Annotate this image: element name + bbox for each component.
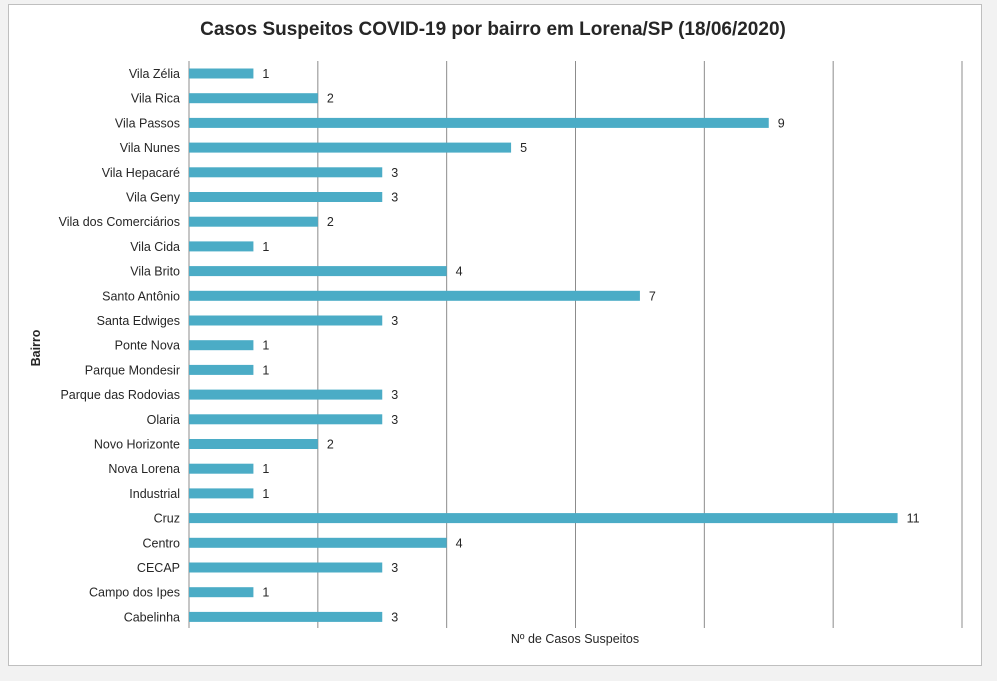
- category-label: Vila Nunes: [120, 141, 180, 155]
- data-label: 3: [391, 191, 398, 205]
- category-label: Industrial: [129, 487, 180, 501]
- bar: [189, 315, 383, 326]
- data-label: 1: [262, 67, 269, 81]
- category-label: Campo dos Ipes: [89, 586, 180, 600]
- data-label: 4: [456, 265, 463, 279]
- bar: [189, 562, 383, 573]
- gridlines: [188, 61, 963, 628]
- category-label: Vila Brito: [130, 265, 180, 279]
- data-label: 4: [456, 536, 463, 550]
- bar: [189, 537, 447, 548]
- category-label: Ponte Nova: [115, 339, 180, 353]
- bar: [189, 611, 383, 622]
- data-label: 3: [391, 388, 398, 402]
- category-label: Vila Rica: [131, 92, 180, 106]
- category-label: Olaria: [147, 413, 180, 427]
- data-label: 3: [391, 610, 398, 624]
- bar: [189, 340, 254, 351]
- bar: [189, 414, 383, 425]
- bar: [189, 389, 383, 400]
- data-label: 5: [520, 141, 527, 155]
- bars: Vila Zélia 1 Vila Rica 2 Vila Passos 9 Vila Nu…: [59, 67, 920, 624]
- bar-chart: Casos Suspeitos COVID-19 por bairro em L…: [29, 19, 963, 646]
- data-label: 1: [262, 462, 269, 476]
- category-label: Novo Horizonte: [94, 438, 180, 452]
- data-label: 1: [262, 339, 269, 353]
- category-label: Parque Mondesir: [85, 363, 180, 377]
- bar: [189, 167, 383, 178]
- category-label: Cruz: [154, 512, 180, 526]
- data-label: 3: [391, 413, 398, 427]
- y-axis-title: Bairro: [29, 329, 43, 366]
- bar: [189, 192, 383, 202]
- data-label: 9: [778, 116, 785, 130]
- category-label: Vila Zélia: [129, 67, 180, 81]
- category-label: Vila dos Comerciários: [59, 215, 180, 229]
- bar: [189, 266, 447, 277]
- category-label: Vila Passos: [115, 116, 180, 130]
- chart-frame: Casos Suspeitos COVID-19 por bairro em L…: [8, 4, 982, 666]
- bar: [189, 439, 318, 449]
- bar: [189, 216, 318, 227]
- bar: [189, 68, 254, 79]
- bar: [189, 587, 254, 598]
- x-axis-title: Nº de Casos Suspeitos: [511, 632, 639, 646]
- category-label: Vila Cida: [130, 240, 180, 254]
- category-label: Vila Geny: [126, 191, 181, 205]
- category-label: Santa Edwiges: [97, 314, 180, 328]
- category-label: Santo Antônio: [102, 289, 180, 303]
- bar: [189, 513, 898, 524]
- category-label: Parque das Rodovias: [60, 388, 180, 402]
- category-label: Vila Hepacaré: [102, 166, 180, 180]
- data-label: 1: [262, 586, 269, 600]
- data-label: 2: [327, 92, 334, 106]
- data-label: 1: [262, 363, 269, 377]
- chart-title: Casos Suspeitos COVID-19 por bairro em L…: [200, 19, 786, 40]
- data-label: 11: [907, 512, 920, 526]
- data-label: 1: [262, 240, 269, 254]
- bar: [189, 290, 640, 301]
- data-label: 2: [327, 438, 334, 452]
- bar: [189, 117, 769, 128]
- category-label: CECAP: [137, 561, 180, 575]
- bar: [189, 241, 254, 252]
- bar: [189, 488, 254, 499]
- category-label: Centro: [142, 536, 180, 550]
- bar: [189, 142, 512, 153]
- category-label: Nova Lorena: [108, 462, 180, 476]
- data-label: 3: [391, 561, 398, 575]
- category-label: Cabelinha: [124, 610, 180, 624]
- bar: [189, 364, 254, 375]
- data-label: 2: [327, 215, 334, 229]
- data-label: 7: [649, 289, 656, 303]
- bar: [189, 93, 318, 104]
- bar: [189, 463, 254, 474]
- data-label: 1: [262, 487, 269, 501]
- data-label: 3: [391, 314, 398, 328]
- data-label: 3: [391, 166, 398, 180]
